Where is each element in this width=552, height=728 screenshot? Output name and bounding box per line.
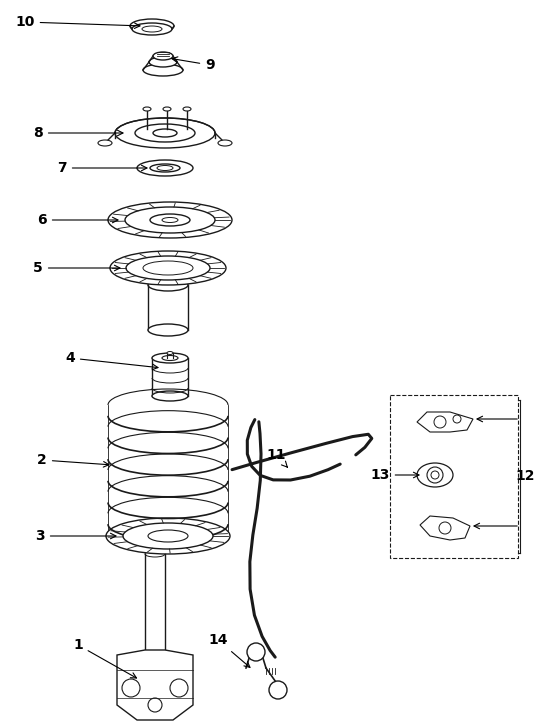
Ellipse shape <box>162 218 178 223</box>
Ellipse shape <box>152 353 188 363</box>
Ellipse shape <box>183 107 191 111</box>
Circle shape <box>170 679 188 697</box>
Ellipse shape <box>150 214 190 226</box>
Text: 9: 9 <box>172 57 215 72</box>
Text: 8: 8 <box>33 126 123 140</box>
Ellipse shape <box>132 23 172 35</box>
Ellipse shape <box>149 57 177 67</box>
Ellipse shape <box>106 518 230 554</box>
Circle shape <box>269 681 287 699</box>
Ellipse shape <box>98 140 112 146</box>
Ellipse shape <box>162 355 178 360</box>
Ellipse shape <box>152 391 188 401</box>
Circle shape <box>431 471 439 479</box>
Text: 6: 6 <box>37 213 118 227</box>
Ellipse shape <box>137 160 193 176</box>
Ellipse shape <box>163 107 171 111</box>
Circle shape <box>427 467 443 483</box>
Ellipse shape <box>148 324 188 336</box>
Ellipse shape <box>130 19 174 33</box>
Ellipse shape <box>108 202 232 238</box>
Polygon shape <box>420 516 470 540</box>
Ellipse shape <box>142 26 162 32</box>
Text: 14: 14 <box>208 633 250 668</box>
Ellipse shape <box>153 129 177 137</box>
Text: 4: 4 <box>65 351 158 370</box>
Ellipse shape <box>153 52 173 60</box>
Circle shape <box>434 416 446 428</box>
Text: 2: 2 <box>37 453 109 467</box>
Text: 5: 5 <box>33 261 120 275</box>
Text: 13: 13 <box>370 468 419 482</box>
Ellipse shape <box>135 124 195 142</box>
Text: 10: 10 <box>15 15 140 29</box>
Ellipse shape <box>148 279 188 291</box>
Polygon shape <box>417 412 473 432</box>
Ellipse shape <box>145 551 165 557</box>
Ellipse shape <box>218 140 232 146</box>
Ellipse shape <box>150 164 180 172</box>
Circle shape <box>439 522 451 534</box>
Circle shape <box>122 679 140 697</box>
Polygon shape <box>117 650 193 720</box>
Ellipse shape <box>143 107 151 111</box>
Ellipse shape <box>115 118 215 148</box>
Circle shape <box>453 415 461 423</box>
Ellipse shape <box>110 251 226 285</box>
Ellipse shape <box>417 463 453 487</box>
Ellipse shape <box>143 261 193 275</box>
Text: 3: 3 <box>35 529 116 543</box>
Ellipse shape <box>148 530 188 542</box>
Bar <box>390 395 518 558</box>
Ellipse shape <box>126 256 210 280</box>
Circle shape <box>247 643 265 661</box>
Text: 7: 7 <box>57 161 147 175</box>
Ellipse shape <box>123 523 213 549</box>
Text: 1: 1 <box>73 638 136 678</box>
Ellipse shape <box>143 64 183 76</box>
Ellipse shape <box>125 207 215 233</box>
Ellipse shape <box>167 352 173 355</box>
Circle shape <box>148 698 162 712</box>
Text: 11: 11 <box>266 448 288 467</box>
Text: 12: 12 <box>515 470 535 483</box>
Ellipse shape <box>157 165 173 170</box>
